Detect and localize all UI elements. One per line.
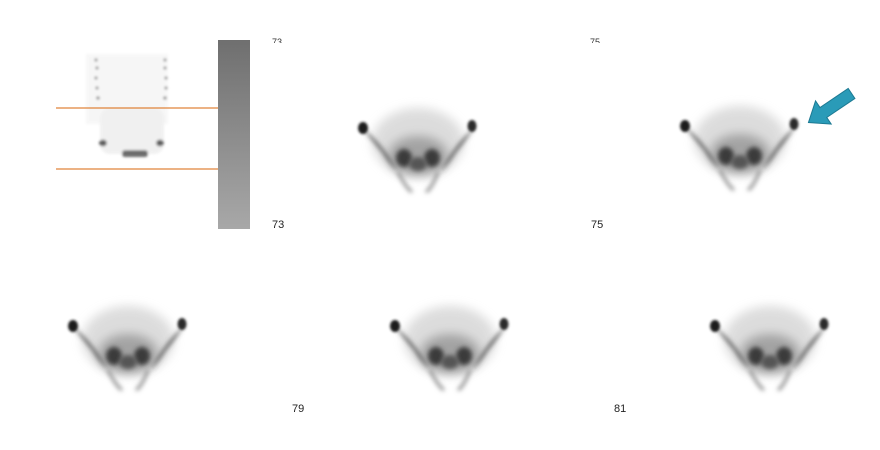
slice-number-81: 81 <box>614 403 627 415</box>
cut-slice-label-right: 75 <box>590 38 601 43</box>
pelvis-slice-81 <box>700 290 840 400</box>
pointing-arrow-icon <box>800 82 860 134</box>
slice-number-75: 75 <box>591 219 604 231</box>
pelvis-slice-75 <box>670 90 810 200</box>
pelvis-slice-73 <box>348 92 488 202</box>
slice-number-79: 79 <box>292 403 305 415</box>
pelvis-slice-77 <box>58 290 198 400</box>
scout-reference-view <box>56 40 256 235</box>
pelvis-slice-79 <box>380 290 520 400</box>
cut-slice-label-middle: 73 <box>272 38 283 43</box>
slice-number-73: 73 <box>272 219 285 231</box>
scout-spine <box>86 54 168 157</box>
grayscale-bar <box>218 40 250 229</box>
